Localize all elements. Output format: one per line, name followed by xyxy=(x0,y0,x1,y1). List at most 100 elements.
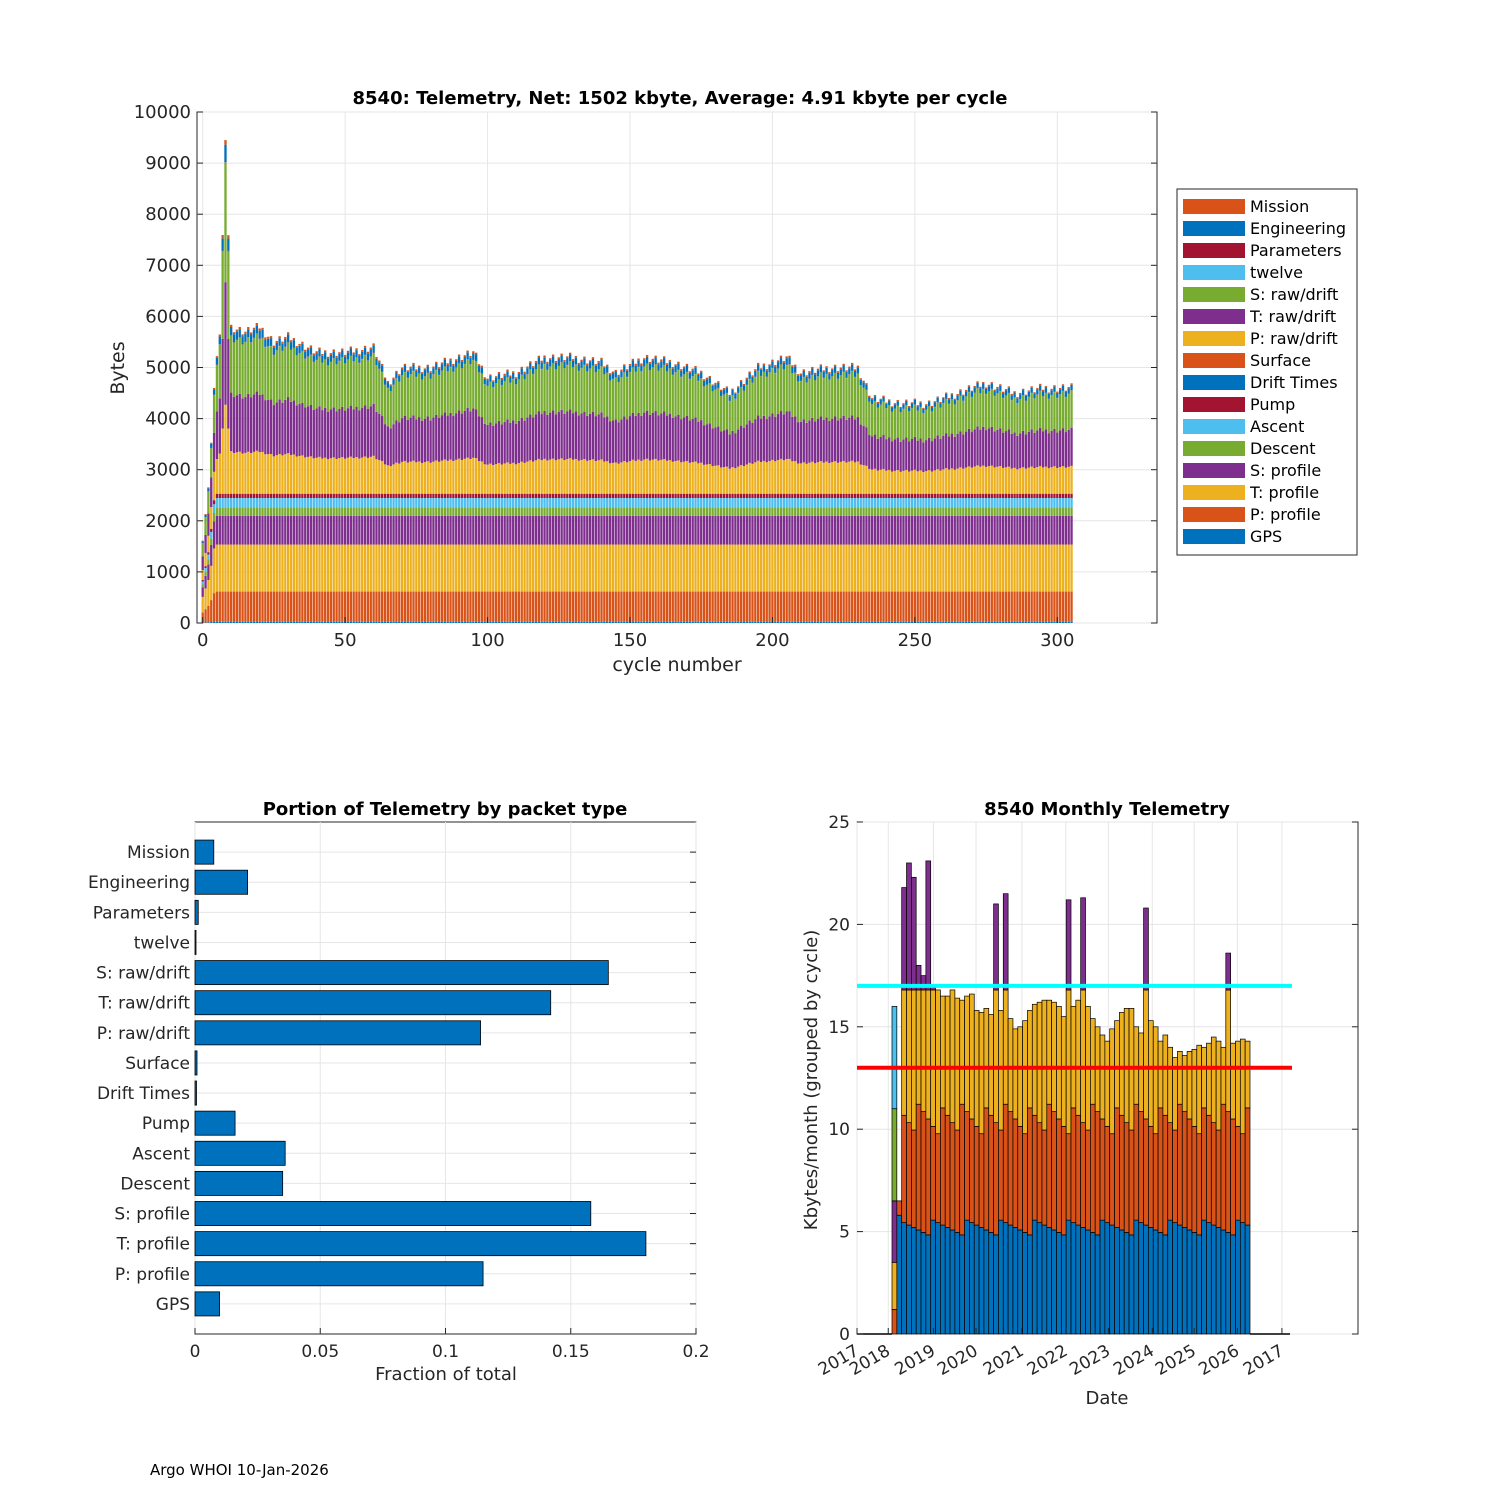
bar-segment xyxy=(930,591,934,622)
bar-segment xyxy=(705,379,709,385)
legend-swatch xyxy=(1183,287,1245,302)
bar-segment xyxy=(588,591,592,622)
bar-segment xyxy=(210,544,213,566)
bar-segment xyxy=(537,507,541,516)
bar-segment xyxy=(939,407,942,439)
bar-segment xyxy=(808,515,811,545)
bar-segment xyxy=(643,515,646,545)
bar-segment xyxy=(1007,498,1011,508)
bar-segment xyxy=(762,507,766,516)
bar-segment xyxy=(805,422,808,464)
bar-segment xyxy=(366,544,370,592)
bar-segment xyxy=(976,388,979,427)
bar-segment xyxy=(341,544,344,592)
bar-segment xyxy=(418,417,421,462)
bar-segment xyxy=(776,507,780,516)
bar-segment xyxy=(640,544,643,592)
bar-segment xyxy=(739,515,743,545)
bar-segment xyxy=(939,470,942,494)
bar-segment xyxy=(409,461,412,494)
bar-segment xyxy=(865,498,868,508)
bar-segment xyxy=(606,591,609,622)
bar-segment xyxy=(395,370,398,373)
bar-segment xyxy=(930,411,934,442)
bar-segment xyxy=(742,515,746,545)
bar-segment xyxy=(449,358,452,361)
bar-segment xyxy=(218,507,221,516)
bar-segment xyxy=(922,621,925,623)
bar-segment xyxy=(1039,385,1042,391)
bar-segment xyxy=(1013,392,1016,398)
bar-segment xyxy=(671,493,674,499)
bar-segment xyxy=(927,470,931,494)
bar-segment xyxy=(221,591,224,622)
bar-segment xyxy=(557,493,560,499)
bar-segment xyxy=(831,376,834,419)
bar-segment xyxy=(705,464,709,494)
bar-segment xyxy=(865,591,868,622)
bar-segment xyxy=(298,493,301,499)
bar-segment xyxy=(560,409,563,459)
bar-segment xyxy=(503,493,506,499)
bar-segment xyxy=(586,515,589,545)
bar-segment xyxy=(309,493,313,499)
bar-segment xyxy=(591,544,595,592)
bar-segment xyxy=(791,416,794,462)
bar-segment xyxy=(509,507,512,516)
bar-segment xyxy=(249,498,253,508)
bar-segment xyxy=(349,507,352,516)
bar-segment xyxy=(953,507,956,516)
bar-segment xyxy=(278,338,281,346)
bar-segment xyxy=(537,355,541,358)
bar-segment xyxy=(825,366,828,368)
x-tick-label: 50 xyxy=(334,630,357,651)
bar-segment xyxy=(845,419,848,463)
bar-segment xyxy=(378,493,381,499)
bar-segment xyxy=(412,460,415,494)
bar-segment xyxy=(1036,515,1039,545)
bar-segment xyxy=(919,402,922,408)
bar-segment xyxy=(682,544,686,592)
bar-segment xyxy=(654,493,657,499)
bar-segment xyxy=(503,515,506,545)
bar-segment xyxy=(1050,388,1053,391)
bar-segment xyxy=(1007,515,1011,545)
bar-segment xyxy=(606,416,609,462)
bar-segment xyxy=(725,498,729,508)
bar-segment xyxy=(375,358,378,366)
bar-segment xyxy=(888,515,891,545)
bar-segment xyxy=(571,515,575,545)
bar-segment xyxy=(979,621,982,623)
bar-segment xyxy=(215,357,219,365)
bar-segment xyxy=(338,544,341,592)
bar-segment xyxy=(950,399,954,434)
bar-segment xyxy=(765,370,768,377)
bar-segment xyxy=(232,493,236,499)
bar-segment xyxy=(215,459,219,494)
bar-segment xyxy=(685,498,689,508)
bar-segment xyxy=(332,457,335,494)
bar-segment xyxy=(680,493,683,499)
bar-segment xyxy=(945,468,948,494)
bar-segment xyxy=(774,498,777,508)
bar-segment xyxy=(301,621,304,623)
bar-segment xyxy=(452,493,455,499)
bar-segment xyxy=(839,515,842,545)
bar-segment xyxy=(788,357,791,365)
bar-segment xyxy=(332,507,335,516)
bar-segment xyxy=(520,544,523,592)
bar-segment xyxy=(472,507,475,516)
bar-segment xyxy=(210,528,213,532)
bar-segment xyxy=(355,591,358,622)
bar-segment xyxy=(378,591,381,622)
bar-segment xyxy=(326,358,330,366)
bar-segment xyxy=(1002,498,1005,508)
bar-segment xyxy=(1041,591,1045,622)
bar-segment xyxy=(235,452,239,494)
bar-segment xyxy=(230,507,233,516)
bar-segment xyxy=(779,544,783,592)
legend-label: T: profile xyxy=(1249,483,1319,502)
bar-segment xyxy=(244,493,247,499)
bar-segment xyxy=(1013,544,1016,592)
bar-segment xyxy=(970,397,974,433)
